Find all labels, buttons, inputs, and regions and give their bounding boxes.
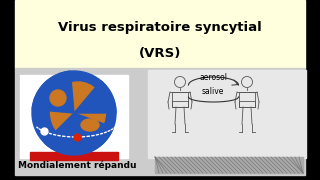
Bar bbox=[15, 0, 305, 68]
Text: aerosol: aerosol bbox=[199, 73, 227, 82]
Bar bbox=[15, 68, 305, 175]
Text: Mondialement répandu: Mondialement répandu bbox=[18, 161, 137, 170]
Wedge shape bbox=[74, 113, 114, 152]
Bar bbox=[305, 0, 320, 180]
Bar bbox=[155, 157, 303, 173]
Text: Virus respiratoire syncytial: Virus respiratoire syncytial bbox=[58, 21, 262, 35]
Wedge shape bbox=[74, 81, 116, 113]
Ellipse shape bbox=[81, 119, 99, 131]
Bar bbox=[148, 70, 306, 158]
Bar bbox=[239, 101, 255, 107]
Bar bbox=[0, 175, 320, 180]
Bar bbox=[20, 75, 128, 158]
Bar bbox=[30, 152, 118, 160]
Text: salive: salive bbox=[202, 87, 224, 96]
Wedge shape bbox=[44, 113, 88, 155]
Ellipse shape bbox=[51, 82, 106, 142]
Text: (VRS): (VRS) bbox=[139, 46, 181, 60]
Circle shape bbox=[50, 90, 66, 106]
Bar bbox=[0, 0, 15, 180]
Bar bbox=[172, 101, 188, 107]
Wedge shape bbox=[32, 71, 74, 113]
Circle shape bbox=[32, 71, 116, 155]
